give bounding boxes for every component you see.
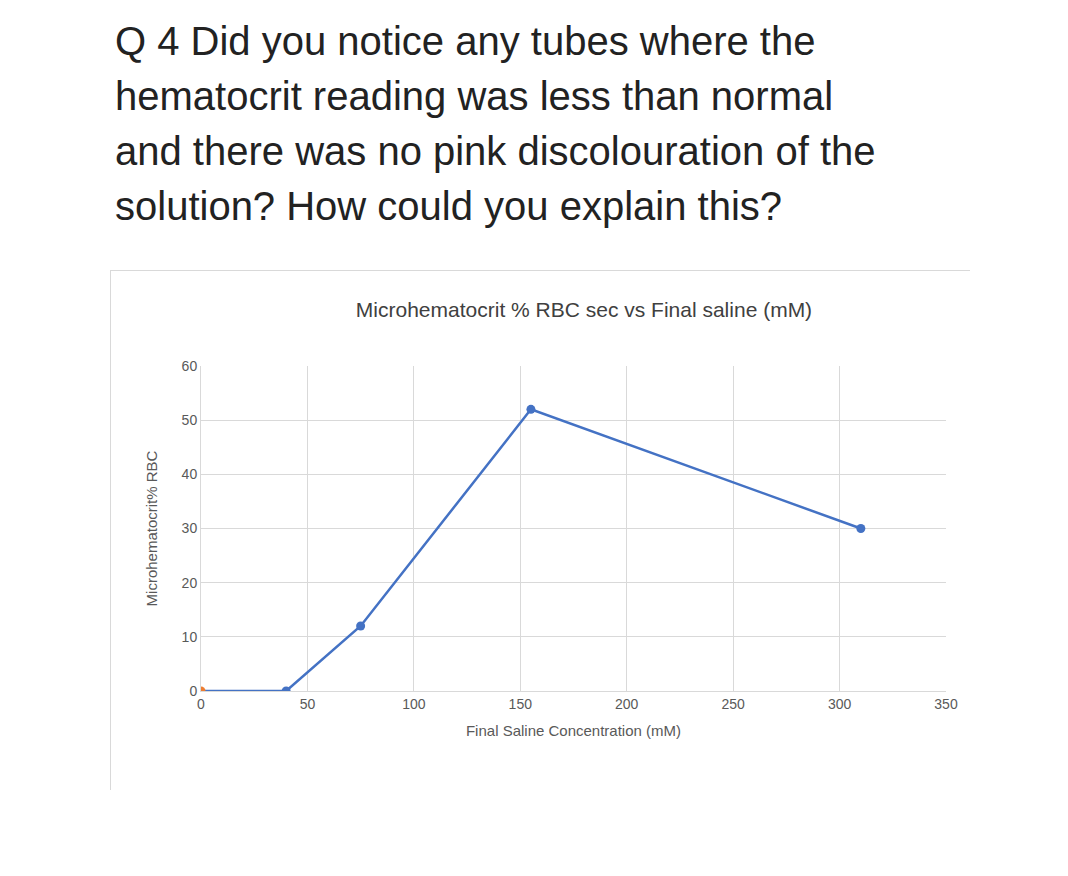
svg-text:100: 100 — [402, 696, 426, 712]
svg-text:30: 30 — [182, 520, 198, 536]
svg-text:60: 60 — [182, 358, 198, 374]
html-text:solution? How could you explai: solution? How could you explain this? — [115, 184, 783, 228]
svg-text:20: 20 — [182, 575, 198, 591]
svg-text:Microhematocrit% RBC: Microhematocrit% RBC — [143, 450, 160, 606]
html-text:Q 4 Did you notice any tubes w: Q 4 Did you notice any tubes where the — [115, 19, 816, 63]
svg-text:200: 200 — [615, 696, 639, 712]
svg-text:300: 300 — [828, 696, 852, 712]
svg-text:Microhematocrit % RBC sec vs F: Microhematocrit % RBC sec vs Final salin… — [356, 298, 812, 321]
svg-text:40: 40 — [182, 466, 198, 482]
svg-text:250: 250 — [721, 696, 745, 712]
svg-text:150: 150 — [509, 696, 533, 712]
svg-text:Final Saline Concentration (mM: Final Saline Concentration (mM) — [466, 722, 681, 739]
svg-text:10: 10 — [182, 629, 198, 645]
svg-text:0: 0 — [197, 696, 205, 712]
svg-text:50: 50 — [300, 696, 316, 712]
html-text:hematocrit reading was less th: hematocrit reading was less than normal — [115, 74, 834, 118]
svg-text:350: 350 — [934, 696, 958, 712]
svg-text:50: 50 — [182, 412, 198, 428]
svg-text:0: 0 — [189, 683, 197, 699]
html-text:and there was no pink discolou: and there was no pink discolouration of … — [115, 129, 876, 173]
